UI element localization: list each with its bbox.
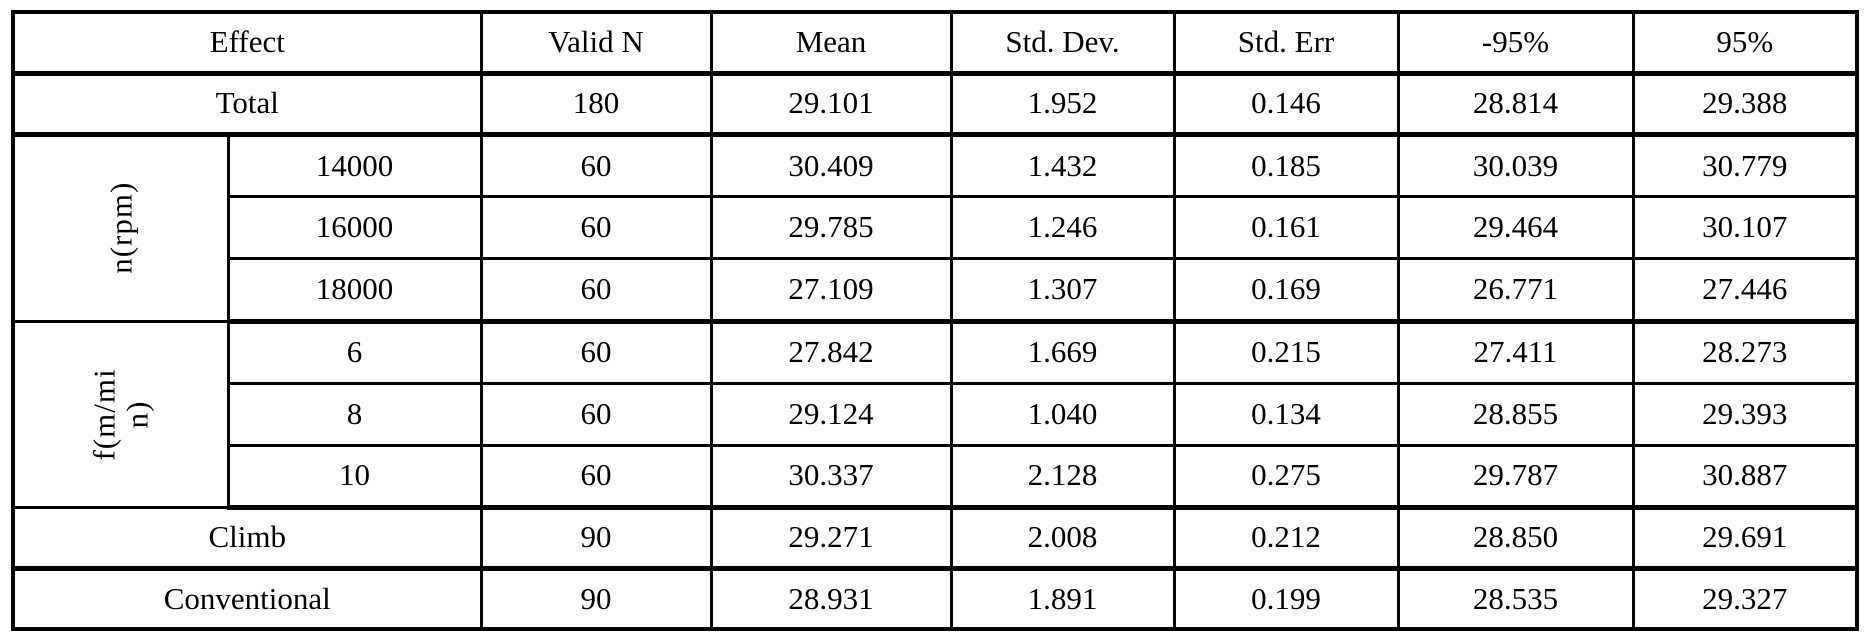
group-label-f-m-min: f(m/mi n) [11,319,230,509]
row-f-10: 10 60 30.337 2.128 0.275 29.787 30.887 [13,443,1859,510]
cell-valid-n: 60 [479,381,713,447]
cell-std-err: 0.161 [1172,194,1400,261]
cell-valid-n: 90 [479,566,713,631]
row-n-rpm-18000: 18000 60 27.109 1.307 0.169 26.771 27.44… [13,257,1859,324]
cell-level-label: 6 [226,319,483,385]
cell-valid-n: 60 [479,443,713,510]
row-conventional: Conventional 90 28.931 1.891 0.199 28.53… [11,566,1859,631]
cell-ci-low: 28.535 [1396,566,1635,631]
header-row: Effect Valid N Mean Std. Dev. Std. Err -… [11,10,1859,76]
cell-std-err: 0.185 [1172,132,1400,198]
cell-mean: 27.842 [709,319,953,385]
cell-ci-high: 29.327 [1631,566,1859,631]
cell-std-dev: 1.307 [949,257,1176,324]
cell-ci-high: 30.887 [1631,443,1859,510]
cell-mean: 27.109 [709,257,953,324]
row-n-rpm-14000: n(rpm) 14000 60 30.409 1.432 0.185 30.03… [11,132,1859,323]
group-label-n-rpm: n(rpm) [11,132,230,323]
cell-mean: 29.101 [709,71,953,137]
cell-std-dev: 2.008 [949,505,1176,571]
cell-ci-low: 29.787 [1396,443,1635,510]
header-ci-low: -95% [1396,10,1635,76]
cell-valid-n: 60 [479,257,713,324]
cell-std-err: 0.169 [1172,257,1400,324]
statistics-table: Effect Valid N Mean Std. Dev. Std. Err -… [11,10,1859,631]
cell-std-dev: 1.669 [949,319,1176,385]
cell-std-dev: 1.952 [949,71,1176,137]
cell-std-dev: 1.432 [949,132,1176,198]
cell-ci-high: 28.273 [1631,319,1859,385]
group-label-line: f(m/mi [86,367,122,461]
cell-effect-label: Climb [11,505,483,571]
row-total: Total 180 29.101 1.952 0.146 28.814 29.3… [11,71,1859,137]
cell-valid-n: 60 [479,194,713,261]
header-ci-high: 95% [1631,10,1859,76]
cell-ci-low: 26.771 [1396,257,1635,324]
cell-mean: 28.931 [709,566,953,631]
cell-std-dev: 1.891 [949,566,1176,631]
row-n-rpm-16000: 16000 60 29.785 1.246 0.161 29.464 30.10… [13,194,1859,261]
cell-ci-high: 30.107 [1631,194,1859,261]
cell-ci-low: 28.850 [1396,505,1635,571]
cell-std-dev: 1.040 [949,381,1176,447]
header-std-dev: Std. Dev. [949,10,1176,76]
cell-effect-label: Conventional [11,566,483,631]
group-label-line: n(rpm) [103,181,139,275]
cell-std-dev: 2.128 [949,443,1176,510]
cell-valid-n: 60 [479,132,713,198]
cell-level-label: 8 [226,381,483,447]
header-effect: Effect [11,10,483,76]
cell-ci-low: 27.411 [1396,319,1635,385]
group-label-line: n) [119,400,155,428]
cell-ci-high: 29.393 [1631,381,1859,447]
cell-ci-low: 28.814 [1396,71,1635,137]
cell-ci-high: 27.446 [1631,257,1859,324]
cell-ci-high: 29.388 [1631,71,1859,137]
cell-mean: 30.337 [709,443,953,510]
cell-std-err: 0.134 [1172,381,1400,447]
cell-std-err: 0.275 [1172,443,1400,510]
cell-ci-low: 29.464 [1396,194,1635,261]
cell-std-err: 0.199 [1172,566,1400,631]
cell-ci-low: 28.855 [1396,381,1635,447]
cell-std-dev: 1.246 [949,194,1176,261]
cell-mean: 29.271 [709,505,953,571]
cell-std-err: 0.212 [1172,505,1400,571]
cell-valid-n: 180 [479,71,713,137]
rotated-label-f-m-min: f(m/mi n) [86,367,155,461]
cell-std-err: 0.215 [1172,319,1400,385]
cell-mean: 29.785 [709,194,953,261]
header-mean: Mean [709,10,953,76]
cell-ci-high: 30.779 [1631,132,1859,198]
header-std-err: Std. Err [1172,10,1400,76]
row-f-8: 8 60 29.124 1.040 0.134 28.855 29.393 [13,381,1859,447]
rotated-label-wrap: n(rpm) [16,137,225,318]
rotated-label-n-rpm: n(rpm) [103,181,139,275]
cell-effect-label: Total [11,71,483,137]
row-climb: Climb 90 29.271 2.008 0.212 28.850 29.69… [11,505,1859,571]
cell-level-label: 16000 [226,194,483,261]
cell-ci-high: 29.691 [1631,505,1859,571]
cell-valid-n: 60 [479,319,713,385]
cell-level-label: 10 [226,443,483,510]
cell-valid-n: 90 [479,505,713,571]
header-valid-n: Valid N [479,10,713,76]
row-f-6: f(m/mi n) 6 60 27.842 1.669 0.215 27.411… [11,319,1859,509]
cell-level-label: 18000 [226,257,483,324]
rotated-label-wrap: f(m/mi n) [16,324,225,504]
cell-std-err: 0.146 [1172,71,1400,137]
cell-ci-low: 30.039 [1396,132,1635,198]
cell-level-label: 14000 [226,132,483,198]
cell-mean: 30.409 [709,132,953,198]
cell-mean: 29.124 [709,381,953,447]
page: Effect Valid N Mean Std. Dev. Std. Err -… [11,10,1859,631]
